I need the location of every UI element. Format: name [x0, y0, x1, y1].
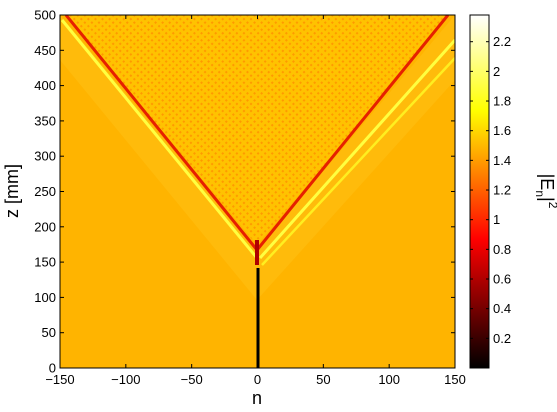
left-beam-yellow	[60, 19, 259, 259]
x-tick-label: −150	[45, 372, 74, 387]
x-axis-ticks: −150 −100 −50 0 50 100 150	[45, 15, 466, 387]
y-axis-ticks: 0 50 100 150 200 250 300 350 400 450 500	[34, 8, 455, 376]
y-tick-label: 200	[34, 219, 56, 234]
colorbar-tick-label: 2	[493, 64, 500, 79]
colorbar-tick-label: 0.8	[493, 242, 511, 257]
y-tick-label: 300	[34, 149, 56, 164]
y-tick-label: 150	[34, 255, 56, 270]
x-axis-label: n	[252, 388, 262, 408]
right-beam-yellow-1	[258, 38, 455, 260]
cone-interior	[65, 15, 450, 245]
colorbar-tick-label: 1.4	[493, 153, 511, 168]
colorbar-tick-label: 1.2	[493, 183, 511, 198]
colorbar-label-sub: n	[533, 190, 547, 197]
colorbar-label-sup: 2	[546, 202, 557, 209]
y-tick-label: 400	[34, 78, 56, 93]
colorbar-tick-label: 1	[493, 212, 500, 227]
colorbar-tick-label: 1.6	[493, 123, 511, 138]
x-tick-label: 0	[254, 372, 261, 387]
x-tick-label: 150	[444, 372, 466, 387]
y-axis-label: z [mm]	[2, 164, 22, 218]
right-beam-yellow-2	[261, 57, 455, 266]
x-tick-label: 50	[316, 372, 330, 387]
y-tick-label: 50	[42, 325, 56, 340]
colorbar-label-end: |	[537, 197, 557, 202]
y-tick-label: 250	[34, 184, 56, 199]
x-tick-label: −100	[111, 372, 140, 387]
y-tick-label: 0	[49, 361, 56, 376]
left-beam-red	[64, 15, 259, 251]
colorbar-ticks: 0.2 0.4 0.6 0.8 1 1.2 1.4 1.6 1.8 2 2.2	[470, 34, 511, 346]
colorbar-tick-label: 0.6	[493, 272, 511, 287]
colorbar-label: |En|2	[533, 174, 557, 209]
colorbar	[469, 14, 490, 369]
x-tick-label: 100	[378, 372, 400, 387]
y-tick-label: 500	[34, 8, 56, 23]
y-tick-label: 350	[34, 113, 56, 128]
outer-band-right	[257, 15, 455, 300]
colorbar-tick-label: 0.4	[493, 301, 511, 316]
plot-area	[60, 15, 455, 368]
y-tick-label: 450	[34, 43, 56, 58]
colorbar-tick-label: 1.8	[493, 94, 511, 109]
colorbar-tick-label: 0.2	[493, 331, 511, 346]
y-tick-label: 100	[34, 290, 56, 305]
right-beam-red	[255, 15, 450, 251]
colorbar-tick-label: 2.2	[493, 34, 511, 49]
x-tick-label: −50	[181, 372, 203, 387]
colorbar-label-main: |E	[537, 174, 557, 191]
outer-band-left	[60, 15, 257, 300]
